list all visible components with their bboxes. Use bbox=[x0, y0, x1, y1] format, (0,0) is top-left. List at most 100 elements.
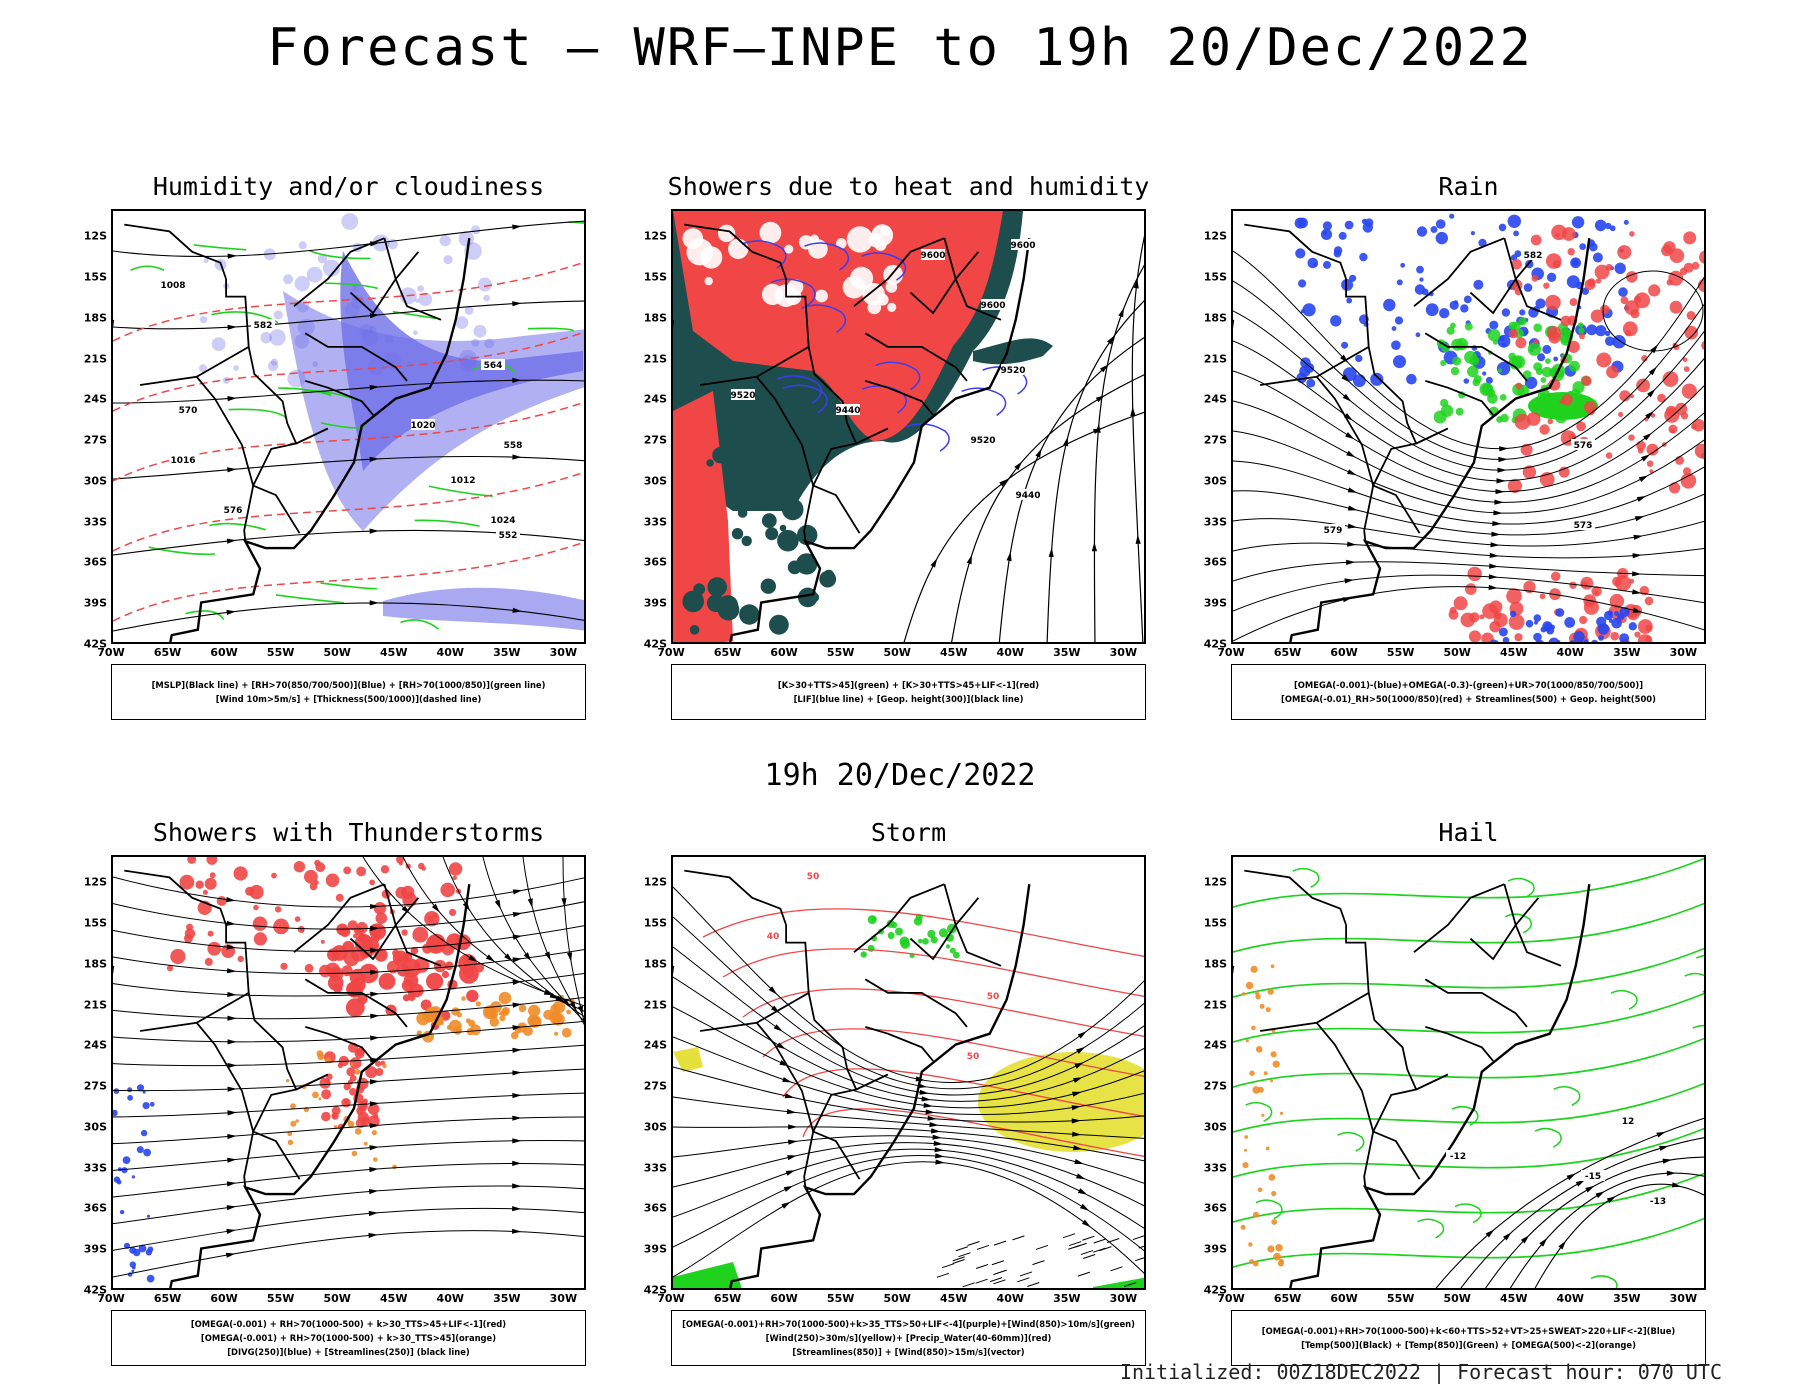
lat-tick-label: 30S bbox=[643, 474, 667, 488]
lon-axis: 70W 65W 60W 55W 50W 45W 40W 35W 30W bbox=[97, 1292, 586, 1308]
lon-tick-label: 60W bbox=[1330, 646, 1358, 659]
contour-label: 9600 bbox=[980, 299, 1006, 311]
lat-tick-label: 15S bbox=[643, 916, 667, 930]
lat-tick-label: 30S bbox=[83, 1120, 107, 1134]
svg-text:576: 576 bbox=[224, 506, 243, 516]
lat-axis: 12S 15S 18S 21S 24S 27S 30S 33S 36S 39S 42S bbox=[1187, 855, 1227, 1297]
lat-axis: 12S 15S 18S 21S 24S 27S 30S 33S 36S 39S 42S bbox=[67, 855, 107, 1297]
lat-axis: 12S 15S 18S 21S 24S 27S 30S 33S 36S 39S 42S bbox=[627, 209, 667, 651]
map-plot: 9600 9600 9600 9520 9520 9440 9520 9440 bbox=[673, 211, 1144, 642]
legend-line: [Streamlines(850)] + [Wind(850)>15m/s](v… bbox=[792, 1347, 1025, 1357]
lat-tick-label: 33S bbox=[1203, 515, 1227, 529]
lon-tick-label: 40W bbox=[1556, 1292, 1585, 1305]
svg-text:9600: 9600 bbox=[980, 301, 1005, 311]
lat-tick-label: 33S bbox=[643, 515, 667, 529]
contour-label: 9600 bbox=[1010, 239, 1036, 251]
lon-tick-label: 30W bbox=[549, 1292, 578, 1305]
svg-text:9600: 9600 bbox=[1010, 241, 1035, 251]
svg-text:552: 552 bbox=[499, 531, 518, 541]
lon-tick-label: 55W bbox=[266, 1292, 295, 1305]
lat-tick-label: 15S bbox=[83, 270, 107, 284]
lon-tick-label: 45W bbox=[940, 1292, 968, 1305]
lat-tick-label: 39S bbox=[1203, 1242, 1227, 1256]
legend-line: [OMEGA(-0.001) + RH>70(1000-500) + k>30_… bbox=[190, 1319, 507, 1329]
svg-text:1008: 1008 bbox=[160, 281, 185, 291]
lon-axis: 70W 65W 60W 55W 50W 45W 40W 35W 30W bbox=[657, 1292, 1146, 1308]
lat-tick-label: 12S bbox=[1203, 229, 1227, 243]
lon-tick-label: 45W bbox=[380, 646, 408, 659]
svg-text:9520: 9520 bbox=[970, 436, 995, 446]
lon-axis: 70W 65W 60W 55W 50W 45W 40W 35W 30W bbox=[657, 646, 1146, 662]
lat-tick-label: 42S bbox=[83, 1283, 107, 1297]
svg-text:576: 576 bbox=[1574, 441, 1593, 451]
contour-label: 50 bbox=[801, 870, 825, 882]
lat-tick-label: 33S bbox=[643, 1161, 667, 1175]
lon-tick-label: 65W bbox=[1273, 646, 1302, 659]
svg-text:582: 582 bbox=[1524, 251, 1543, 261]
lon-tick-label: 70W bbox=[1217, 1292, 1245, 1305]
map-plot: 582 579 576 573 bbox=[1233, 213, 1704, 642]
svg-text:9600: 9600 bbox=[920, 251, 945, 261]
legend-line: [OMEGA(-0.001) + RH>70(1000-500) + k>30_… bbox=[200, 1333, 497, 1343]
lon-tick-label: 70W bbox=[1217, 646, 1245, 659]
lat-tick-label: 18S bbox=[83, 311, 107, 325]
lon-tick-label: 65W bbox=[153, 1292, 182, 1305]
legend-box: [OMEGA(-0.001) + RH>70(1000-500) + k>30_… bbox=[111, 1310, 586, 1366]
svg-text:50: 50 bbox=[967, 1052, 980, 1062]
lat-tick-label: 12S bbox=[83, 229, 107, 243]
lat-tick-label: 21S bbox=[83, 998, 107, 1012]
lon-tick-label: 50W bbox=[323, 646, 351, 659]
lon-tick-label: 30W bbox=[1669, 1292, 1698, 1305]
panel-title: Humidity and/or cloudiness bbox=[152, 172, 545, 201]
svg-text:564: 564 bbox=[484, 361, 503, 371]
lon-tick-label: 60W bbox=[210, 1292, 238, 1305]
lon-tick-label: 45W bbox=[1500, 1292, 1528, 1305]
map-plot bbox=[113, 857, 584, 1288]
legend-line: [Temp(500)](Black) + [Temp(850)](Green) … bbox=[1301, 1340, 1636, 1350]
lat-tick-label: 18S bbox=[1203, 957, 1227, 971]
lon-tick-label: 40W bbox=[436, 1292, 465, 1305]
lon-tick-label: 60W bbox=[770, 646, 798, 659]
lat-tick-label: 24S bbox=[643, 392, 667, 406]
lat-tick-label: 39S bbox=[83, 596, 107, 610]
svg-text:558: 558 bbox=[504, 441, 523, 451]
svg-text:573: 573 bbox=[1574, 521, 1593, 531]
svg-text:-13: -13 bbox=[1650, 1197, 1666, 1207]
svg-text:9440: 9440 bbox=[1015, 491, 1040, 501]
lat-tick-label: 33S bbox=[1203, 1161, 1227, 1175]
map-plot: -12 -15 -13 12 bbox=[1233, 857, 1704, 1288]
lon-tick-label: 35W bbox=[493, 646, 521, 659]
contour-label: 558 bbox=[501, 439, 525, 451]
lat-tick-label: 39S bbox=[643, 596, 667, 610]
contour-label: 582 bbox=[1521, 249, 1545, 261]
lon-tick-label: 55W bbox=[1386, 646, 1415, 659]
lat-tick-label: 36S bbox=[643, 555, 667, 569]
lat-tick-label: 33S bbox=[83, 515, 107, 529]
lon-tick-label: 50W bbox=[1443, 1292, 1471, 1305]
lon-tick-label: 50W bbox=[1443, 646, 1471, 659]
contour-label: 9520 bbox=[970, 434, 996, 446]
lon-tick-label: 65W bbox=[713, 1292, 742, 1305]
panel-title: Showers due to heat and humidity bbox=[667, 172, 1150, 201]
lat-tick-label: 39S bbox=[1203, 596, 1227, 610]
lon-tick-label: 30W bbox=[1109, 1292, 1138, 1305]
lat-tick-label: 12S bbox=[1203, 875, 1227, 889]
lon-tick-label: 30W bbox=[1669, 646, 1698, 659]
svg-text:12: 12 bbox=[1622, 1117, 1635, 1127]
contour-label: 1012 bbox=[450, 474, 476, 486]
legend-line: [Wind 10m>5m/s] + [Thickness(500/1000)](… bbox=[215, 694, 482, 704]
svg-text:9440: 9440 bbox=[835, 406, 860, 416]
lat-tick-label: 21S bbox=[1203, 998, 1227, 1012]
contour-label: -15 bbox=[1581, 1170, 1605, 1182]
lon-tick-label: 35W bbox=[1613, 646, 1641, 659]
legend-box: [OMEGA(-0.001)-(blue)+OMEGA(-0.3)-(green… bbox=[1231, 664, 1706, 720]
lon-tick-label: 50W bbox=[323, 1292, 351, 1305]
lat-tick-label: 18S bbox=[643, 957, 667, 971]
contour-label: 12 bbox=[1616, 1115, 1640, 1127]
lon-tick-label: 30W bbox=[1109, 646, 1138, 659]
contour-label: 9440 bbox=[835, 404, 861, 416]
contour-label: 9520 bbox=[730, 389, 756, 401]
legend-line: [DIVG(250)](blue) + [Streamlines(250)] (… bbox=[227, 1347, 470, 1357]
svg-text:50: 50 bbox=[987, 992, 1000, 1002]
main-title: Forecast – WRF–INPE to 19h 20/Dec/2022 bbox=[267, 18, 1533, 78]
